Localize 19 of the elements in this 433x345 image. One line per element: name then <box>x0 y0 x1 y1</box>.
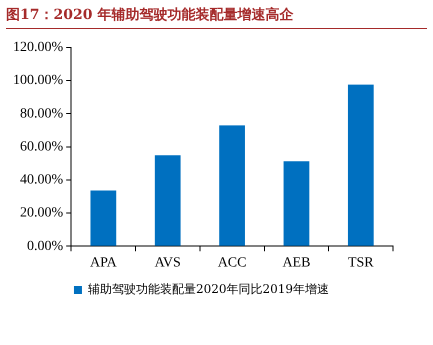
y-tick-label: 40.00% <box>20 172 64 188</box>
y-tick-label: 20.00% <box>20 206 64 221</box>
bar <box>219 125 245 246</box>
x-tick-label: APA <box>90 255 118 270</box>
chart-title: 图17：2020 年辅助驾驶功能装配量增速高企 <box>6 6 427 29</box>
y-tick-label: 120.00% <box>12 40 64 56</box>
bar <box>348 84 374 246</box>
y-tick-label: 60.00% <box>20 139 64 154</box>
bar <box>154 155 181 246</box>
bar <box>284 161 310 246</box>
x-tick-label: AEB <box>282 255 310 270</box>
x-tick-label: AVS <box>154 255 181 270</box>
y-tick-label: 100.00% <box>12 73 64 88</box>
x-tick-label: ACC <box>218 255 246 270</box>
y-tick-label: 80.00% <box>20 106 64 122</box>
x-tick-label: TSR <box>348 255 374 270</box>
legend-label: 辅助驾驶功能装配量2020年同比2019年增速 <box>88 282 330 296</box>
y-tick-label: 0.00% <box>26 238 64 254</box>
bar <box>90 190 116 246</box>
